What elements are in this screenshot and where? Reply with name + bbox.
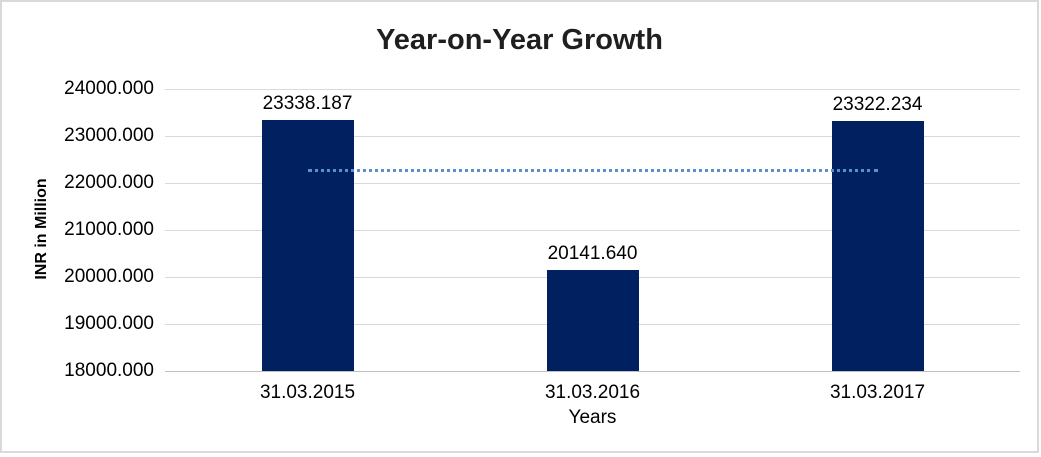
bar [261,120,354,371]
x-tick-label: 31.03.2015 [259,382,356,403]
x-axis-line [165,371,1020,372]
y-tick-label: 18000.000 [64,360,154,381]
y-tick-label: 20000.000 [64,266,154,287]
data-label: 20141.640 [547,243,638,265]
chart-title: Year-on-Year Growth [376,24,663,56]
data-label: 23338.187 [262,93,353,115]
y-tick-label: 21000.000 [64,219,154,240]
gridline [165,136,1020,137]
gridline [165,89,1020,90]
gridline [165,183,1020,184]
y-tick-label: 19000.000 [64,313,154,334]
plot-area: 23338.187 31.03.2015 20141.640 31.03.2016 23… [165,89,1020,403]
bar [546,270,639,371]
gridline [165,230,1020,231]
trendline [307,168,878,172]
y-tick-label: 23000.000 [64,125,154,146]
y-axis: 24000.000 23000.000 22000.000 21000.000 2000… [2,78,154,381]
x-tick-label: 31.03.2017 [829,382,926,403]
y-tick-label: 24000.000 [64,78,154,99]
y-tick-label: 22000.000 [64,172,154,193]
bar [831,120,924,371]
data-label: 23322.234 [832,93,923,115]
x-axis-title: Years [568,407,617,428]
x-tick-label: 31.03.2016 [544,382,641,403]
